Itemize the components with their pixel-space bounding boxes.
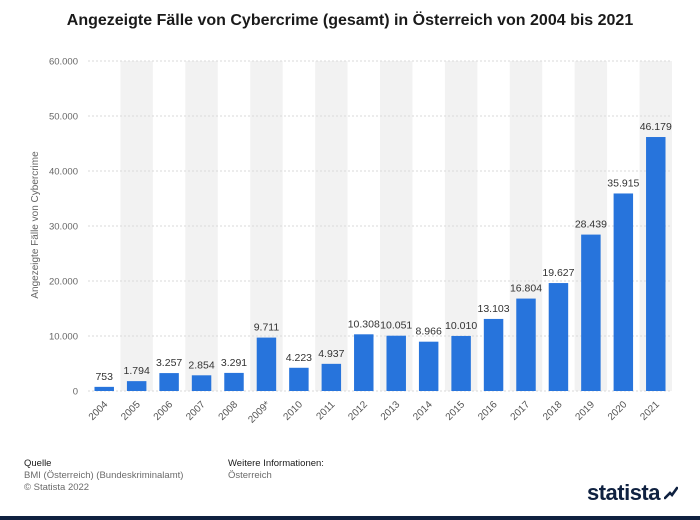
source-line: BMI (Österreich) (Bundeskriminalamt) — [24, 470, 184, 481]
x-tick-label: 2016 — [476, 399, 500, 423]
x-tick-label: 2006 — [152, 399, 176, 423]
value-label: 10.051 — [380, 320, 412, 332]
bars — [94, 137, 666, 391]
bar — [516, 298, 536, 391]
x-tick-label: 2015 — [444, 399, 468, 423]
bar — [94, 386, 114, 391]
value-label: 28.439 — [575, 219, 607, 231]
x-tick-label: 2012 — [346, 399, 370, 423]
x-tick-label: 2021 — [638, 399, 662, 423]
bar — [548, 283, 569, 391]
value-label: 4.937 — [318, 348, 344, 360]
info-heading[interactable]: Weitere Informationen: — [228, 458, 324, 469]
y-tick-label: 60.000 — [49, 57, 78, 68]
info-region: Österreich — [228, 470, 272, 481]
x-tick-label: 2007 — [184, 399, 208, 423]
x-tick-label: 2019 — [573, 399, 597, 423]
value-label: 9.711 — [254, 322, 280, 334]
value-label: 46.179 — [640, 121, 672, 133]
x-tick-label: 2005 — [119, 399, 143, 423]
source-block: Quelle BMI (Österreich) (Bundeskriminala… — [24, 458, 183, 494]
x-axis-ticks: 2004 2005 2006 2007 2008 2009* 2010 2011 2012 201… — [87, 399, 662, 426]
y-tick-label: 50.000 — [49, 112, 78, 123]
info-block: Weitere Informationen: Österreich — [228, 458, 324, 482]
background-band — [315, 61, 348, 391]
x-tick-label: 2017 — [509, 399, 533, 423]
value-label: 13.103 — [477, 303, 509, 315]
x-tick-label: 2011 — [314, 399, 337, 422]
bar — [581, 234, 601, 391]
bar — [191, 375, 212, 391]
bar — [451, 335, 471, 391]
x-tick-label: 2009* — [246, 399, 272, 425]
value-label: 1.794 — [124, 365, 150, 377]
bar-chart: 0 10.000 20.000 30.000 40.000 50.000 60.000 An… — [30, 57, 672, 426]
bar — [354, 334, 374, 391]
y-tick-label: 10.000 — [49, 332, 78, 343]
bar — [289, 367, 309, 391]
source-heading: Quelle — [24, 458, 52, 469]
value-label: 16.804 — [510, 283, 542, 295]
y-tick-label: 40.000 — [49, 167, 78, 178]
value-label: 3.291 — [221, 357, 247, 369]
y-tick-label: 30.000 — [49, 222, 78, 233]
x-tick-label: 2014 — [411, 399, 435, 423]
statista-logo[interactable]: statista — [587, 480, 678, 506]
bar — [256, 337, 277, 391]
brand-bar — [0, 516, 700, 520]
value-label: 4.223 — [286, 352, 312, 364]
bar — [646, 137, 666, 391]
y-axis-label: Angezeigte Fälle von Cybercrime — [30, 151, 41, 299]
chart-title: Angezeigte Fälle von Cybercrime (gesamt)… — [66, 12, 634, 29]
value-label: 35.915 — [607, 177, 639, 189]
y-axis-ticks: 0 10.000 20.000 30.000 40.000 50.000 60.000 — [49, 57, 78, 398]
x-tick-label: 2018 — [541, 399, 565, 423]
value-label: 19.627 — [542, 267, 574, 279]
value-label: 2.854 — [188, 359, 214, 371]
y-tick-label: 20.000 — [49, 277, 78, 288]
bar — [418, 341, 439, 391]
bar — [386, 335, 406, 391]
bar — [483, 318, 504, 391]
logo-text: statista — [586, 480, 661, 505]
gridlines — [88, 60, 672, 392]
value-label: 8.966 — [416, 326, 442, 338]
y-tick-label: 0 — [73, 387, 78, 398]
bar — [159, 373, 179, 391]
bar — [126, 381, 147, 391]
value-label: 10.308 — [348, 318, 380, 330]
value-label: 753 — [95, 371, 113, 383]
copyright-line: © Statista 2022 — [24, 482, 90, 493]
bar — [613, 193, 634, 391]
statista-wave-icon — [664, 486, 678, 500]
bar — [224, 372, 244, 391]
x-tick-label: 2013 — [379, 399, 403, 423]
value-label: 10.010 — [445, 320, 477, 332]
bar — [321, 363, 342, 391]
value-labels: 753 1.794 3.257 2.854 3.291 9.711 4.223 4.937 10… — [95, 121, 672, 383]
x-tick-label: 2010 — [281, 399, 305, 423]
value-label: 3.257 — [156, 357, 182, 369]
x-tick-label: 2020 — [606, 399, 630, 423]
x-tick-label: 2004 — [87, 399, 111, 423]
x-tick-label: 2008 — [217, 399, 241, 423]
